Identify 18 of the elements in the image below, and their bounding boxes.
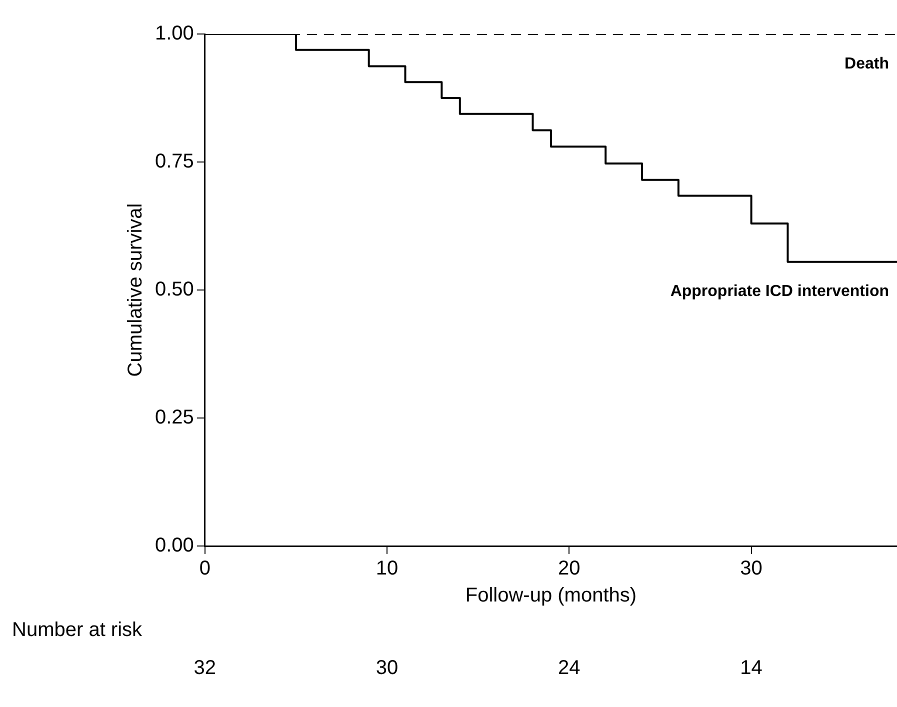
text: 30 [376,657,398,679]
x-tick-label: 20 [558,558,580,580]
series-label: Death [844,55,889,72]
y-tick-label: 0.50 [154,278,194,301]
x-tick-label: 0 [199,558,210,580]
text: 32 [194,657,216,679]
y-tick-label: 0.00 [154,534,194,557]
x-axis-title: Follow-up (months) [465,584,637,607]
y-tick-label: 1.00 [154,22,194,45]
series-label: Appropriate ICD intervention [670,283,889,300]
x-tick-label: 10 [376,558,398,580]
y-axis-title: Cumulative survival [124,203,147,377]
x-tick-label: 30 [740,558,762,580]
y-tick-label: 0.75 [154,150,194,173]
text: Number at risk [12,619,144,641]
y-tick-label: 0.25 [154,406,194,429]
text: 14 [740,657,762,679]
text: 24 [558,657,580,679]
